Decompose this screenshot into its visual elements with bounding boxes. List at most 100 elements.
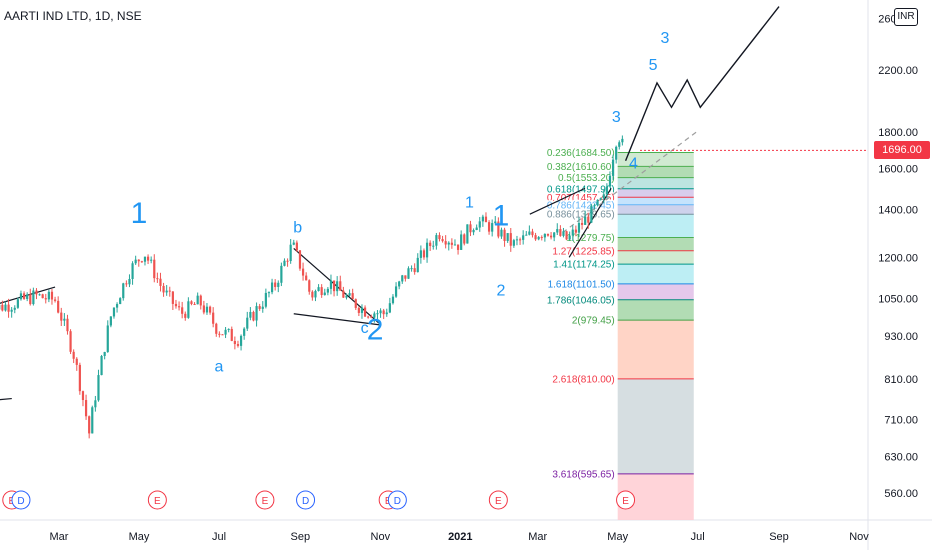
currency-badge[interactable]: INR [894,8,918,26]
candle-body [596,199,599,206]
candle-body [466,224,469,244]
candle-body [509,233,512,246]
candle-body [1,304,4,311]
candle-body [487,222,491,232]
fibonacci-retracement[interactable]: 0.236(1684.50) 0.382(1610.60)0.5(1553.20)… [545,147,694,520]
candle-body [580,222,584,225]
candle-body [243,328,246,336]
candle-body [106,325,109,352]
candle-body [314,290,317,298]
candle-body [469,224,472,233]
candle-body [199,295,202,306]
candle-body [317,287,320,291]
candle-body [494,221,497,224]
wave-label: b [293,220,302,237]
wave-label: 2 [497,283,506,300]
candle-body [146,256,150,261]
y-tick-label: 710.00 [884,415,918,427]
candle-body [97,375,100,401]
candle-body [190,301,193,305]
candle-body [112,307,116,317]
wave-projection-line[interactable] [624,6,780,162]
fib-level-label: 1.41(1174.25) [553,260,615,271]
candle-body [503,229,506,241]
candle-body [60,312,63,321]
candle-body [587,216,590,223]
x-tick-label: Sep [291,531,311,543]
candle-body [553,232,556,238]
event-marker-circle[interactable] [387,490,407,510]
candle-body [543,233,546,238]
fib-zone [617,177,694,189]
candle-body [66,318,69,332]
trendline[interactable] [293,313,380,326]
fib-zone [617,250,694,265]
x-tick-label: Sep [769,531,789,543]
trendline[interactable] [529,187,586,215]
candle-body [261,306,264,309]
wave-label: 5 [649,57,658,74]
candle-body [484,216,488,223]
projection-path[interactable] [624,6,780,162]
candle-body [311,291,314,298]
trendline[interactable] [0,286,56,314]
candle-body [546,233,550,236]
event-marker-circle[interactable] [255,490,275,510]
fib-level-label: 3.618(595.65) [552,469,614,480]
candle-body [534,235,537,240]
fib-zone [617,197,694,205]
candle-body [388,303,391,313]
candle-body [456,244,460,250]
candle-body [429,242,432,247]
candle-body [515,239,519,241]
candle-body [177,306,181,308]
fib-level-label: 0.382(1610.60) [547,162,615,173]
x-tick-label: Nov [849,531,869,543]
candle-body [435,235,438,246]
candle-body [280,265,283,283]
candle-body [78,364,81,392]
x-tick-label: Mar [50,531,69,543]
y-tick-label: 2200.00 [878,65,918,77]
wave-label: 2 [367,314,384,347]
candle-body [84,400,88,417]
event-marker-circle[interactable] [296,490,316,510]
candle-body [88,416,91,434]
event-marker-label: E [154,496,161,507]
event-markers[interactable]: EDEEDEDEE [2,490,636,510]
candle-body [571,229,574,236]
y-tick-label: 630.00 [884,452,918,464]
y-tick-label: 1600.00 [878,163,918,175]
candle-body [394,286,398,297]
x-tick-label: Mar [528,531,547,543]
candle-body [599,198,602,200]
trendline[interactable] [0,397,12,403]
candle-body [376,313,379,315]
candle-body [491,223,494,232]
event-marker-circle[interactable] [147,490,167,510]
candle-body [53,299,57,301]
fib-level-label: 0.5(1553.20) [558,173,615,184]
fib-level-label: 0.886(1379.65) [547,210,615,221]
event-marker-circle[interactable] [616,490,636,510]
candle-body [621,138,624,143]
candle-body [122,283,125,299]
y-tick-label: 930.00 [884,331,918,343]
y-tick-label: 1400.00 [878,205,918,217]
candle-body [438,235,441,240]
candle-body [447,242,450,245]
event-marker-circle[interactable] [11,490,31,510]
plot-area[interactable] [0,0,868,520]
candle-body [72,351,75,359]
candle-body [342,290,345,298]
price-axis[interactable]: 560.00 630.00 710.00 810.00 930.00 1050.00 120… [640,13,918,500]
candle-body [22,293,26,299]
candle-body [286,260,289,262]
candle-body [416,257,419,273]
candle-body [549,235,553,238]
time-axis[interactable]: Mar May Jul Sep Nov 2021 Mar May Jul Sep Nov [50,531,870,543]
event-marker-circle[interactable] [488,490,508,510]
candle-body [410,268,413,270]
candle-body [540,237,543,239]
